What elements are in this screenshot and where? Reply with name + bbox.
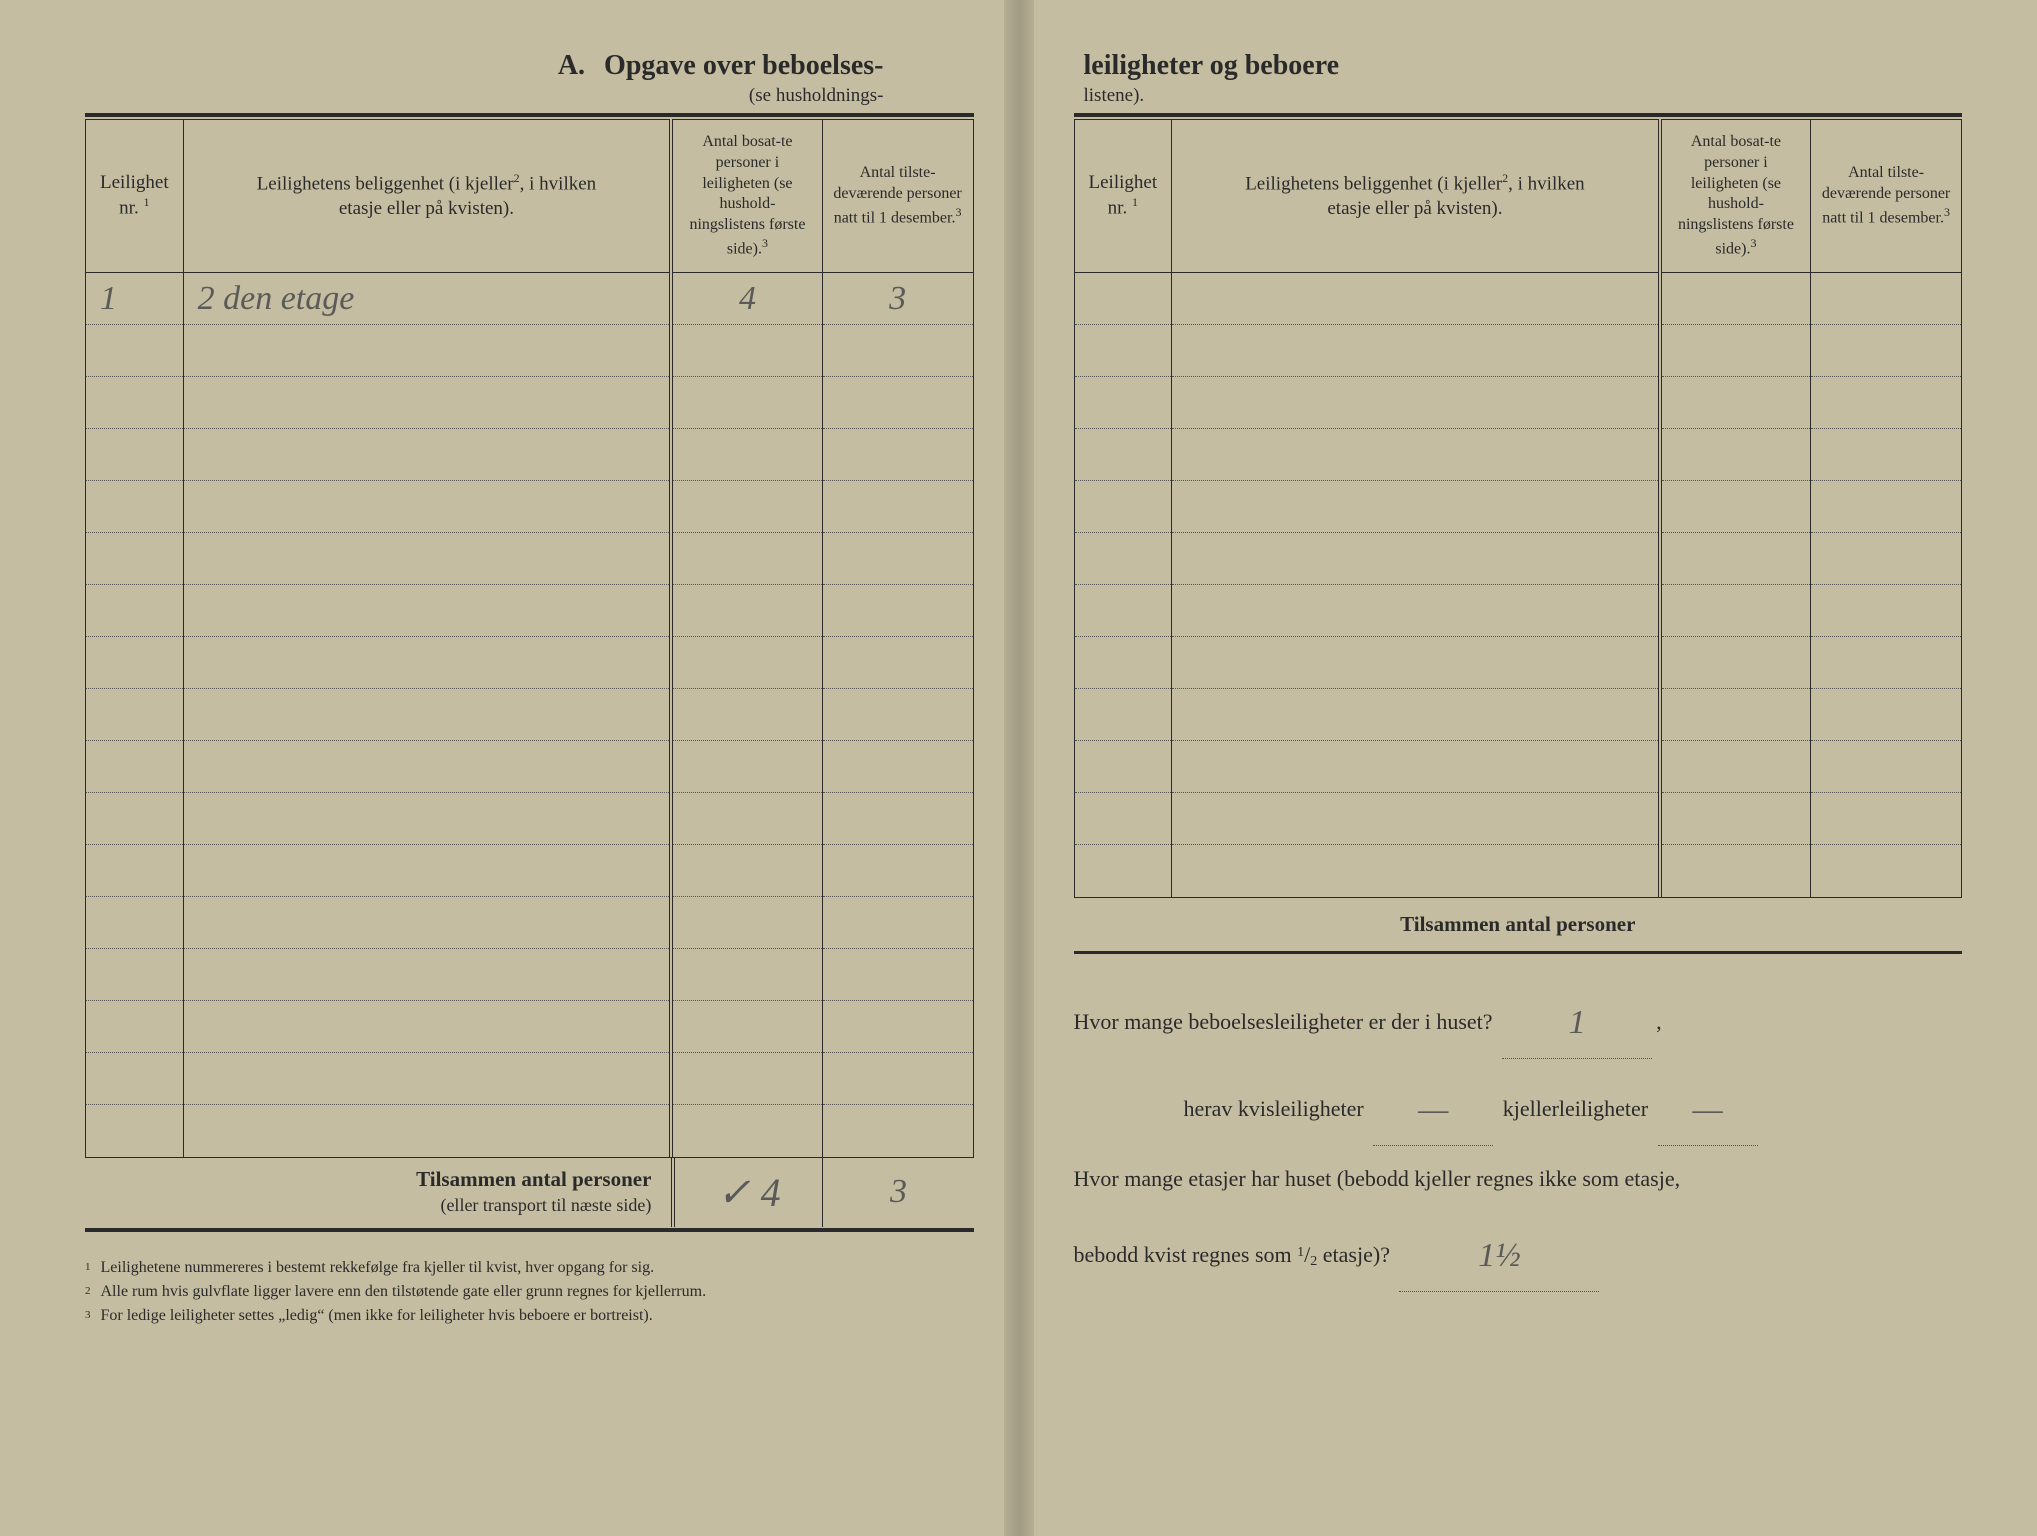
footnotes: 1Leilighetene nummereres i bestemt rekke… bbox=[85, 1256, 974, 1328]
footnote-2: Alle rum hvis gulvflate ligger lavere en… bbox=[101, 1280, 707, 1304]
left-table: Leilighet nr. 1 Leilighetens beliggenhet… bbox=[85, 119, 974, 1157]
subtitle-right: listene). bbox=[1074, 85, 1963, 107]
col-header-desc-r: Leilighetens beliggenhet (i kjeller2, i … bbox=[1172, 120, 1660, 273]
left-page: A. Opgave over beboelses- (se husholdnin… bbox=[50, 30, 1019, 1506]
col-header-nr-r: Leilighet nr. 1 bbox=[1074, 120, 1172, 273]
col-header-nr: Leilighet nr. 1 bbox=[86, 120, 184, 273]
summary-label: Tilsammen antal personer bbox=[416, 1167, 651, 1191]
summary-v2: 3 bbox=[890, 1173, 907, 1211]
table-row: 1 2 den etage 4 3 bbox=[86, 273, 974, 325]
col-header-n2-r: Antal tilste-deværende personer natt til… bbox=[1811, 120, 1962, 273]
right-page: leiligheter og beboere listene). Leiligh… bbox=[1019, 30, 1998, 1506]
question-2: herav kvisleiligheter — kjellerleilighet… bbox=[1074, 1067, 1963, 1146]
question-1: Hvor mange beboelsesleiligheter er der i… bbox=[1074, 980, 1963, 1059]
footnote-3: For ledige leiligheter settes „ledig“ (m… bbox=[101, 1304, 653, 1328]
left-summary-row: Tilsammen antal personer (eller transpor… bbox=[85, 1157, 974, 1227]
question-3: Hvor mange etasjer har huset (bebodd kje… bbox=[1074, 1154, 1963, 1205]
subtitle-left: (se husholdnings- bbox=[85, 85, 974, 107]
col-header-n1-r: Antal bosat-te personer i leiligheten (s… bbox=[1660, 120, 1811, 273]
col-header-desc: Leilighetens beliggenhet (i kjeller2, i … bbox=[183, 120, 671, 273]
right-summary-label: Tilsammen antal personer bbox=[1074, 897, 1963, 951]
footnote-1: Leilighetene nummereres i bestemt rekkef… bbox=[101, 1256, 655, 1280]
cell-desc: 2 den etage bbox=[198, 280, 355, 317]
cell-n1: 4 bbox=[739, 280, 756, 317]
col-header-n2: Antal tilste-deværende personer natt til… bbox=[822, 120, 973, 273]
cell-nr: 1 bbox=[100, 280, 117, 317]
title-left: A. Opgave over beboelses- bbox=[85, 50, 974, 82]
cell-n2: 3 bbox=[889, 280, 906, 317]
summary-sublabel: (eller transport til næste side) bbox=[440, 1195, 651, 1215]
right-table: Leilighet nr. 1 Leilighetens beliggenhet… bbox=[1074, 119, 1963, 897]
section-letter: A. bbox=[558, 50, 585, 81]
q2-answer1: — bbox=[1418, 1091, 1448, 1128]
questions-block: Hvor mange beboelsesleiligheter er der i… bbox=[1074, 980, 1963, 1292]
col-header-n1: Antal bosat-te personer i leiligheten (s… bbox=[671, 120, 822, 273]
summary-v1: ✓ 4 bbox=[717, 1169, 781, 1216]
question-3b: bebodd kvist regnes som 1/2 etasje)? 1½ bbox=[1074, 1213, 1963, 1292]
q2-answer2: — bbox=[1692, 1091, 1722, 1128]
title-text-left: Opgave over beboelses- bbox=[604, 50, 883, 81]
q1-answer: 1 bbox=[1569, 1004, 1586, 1041]
title-right: leiligheter og beboere bbox=[1074, 50, 1963, 82]
q3-answer: 1½ bbox=[1478, 1237, 1521, 1274]
